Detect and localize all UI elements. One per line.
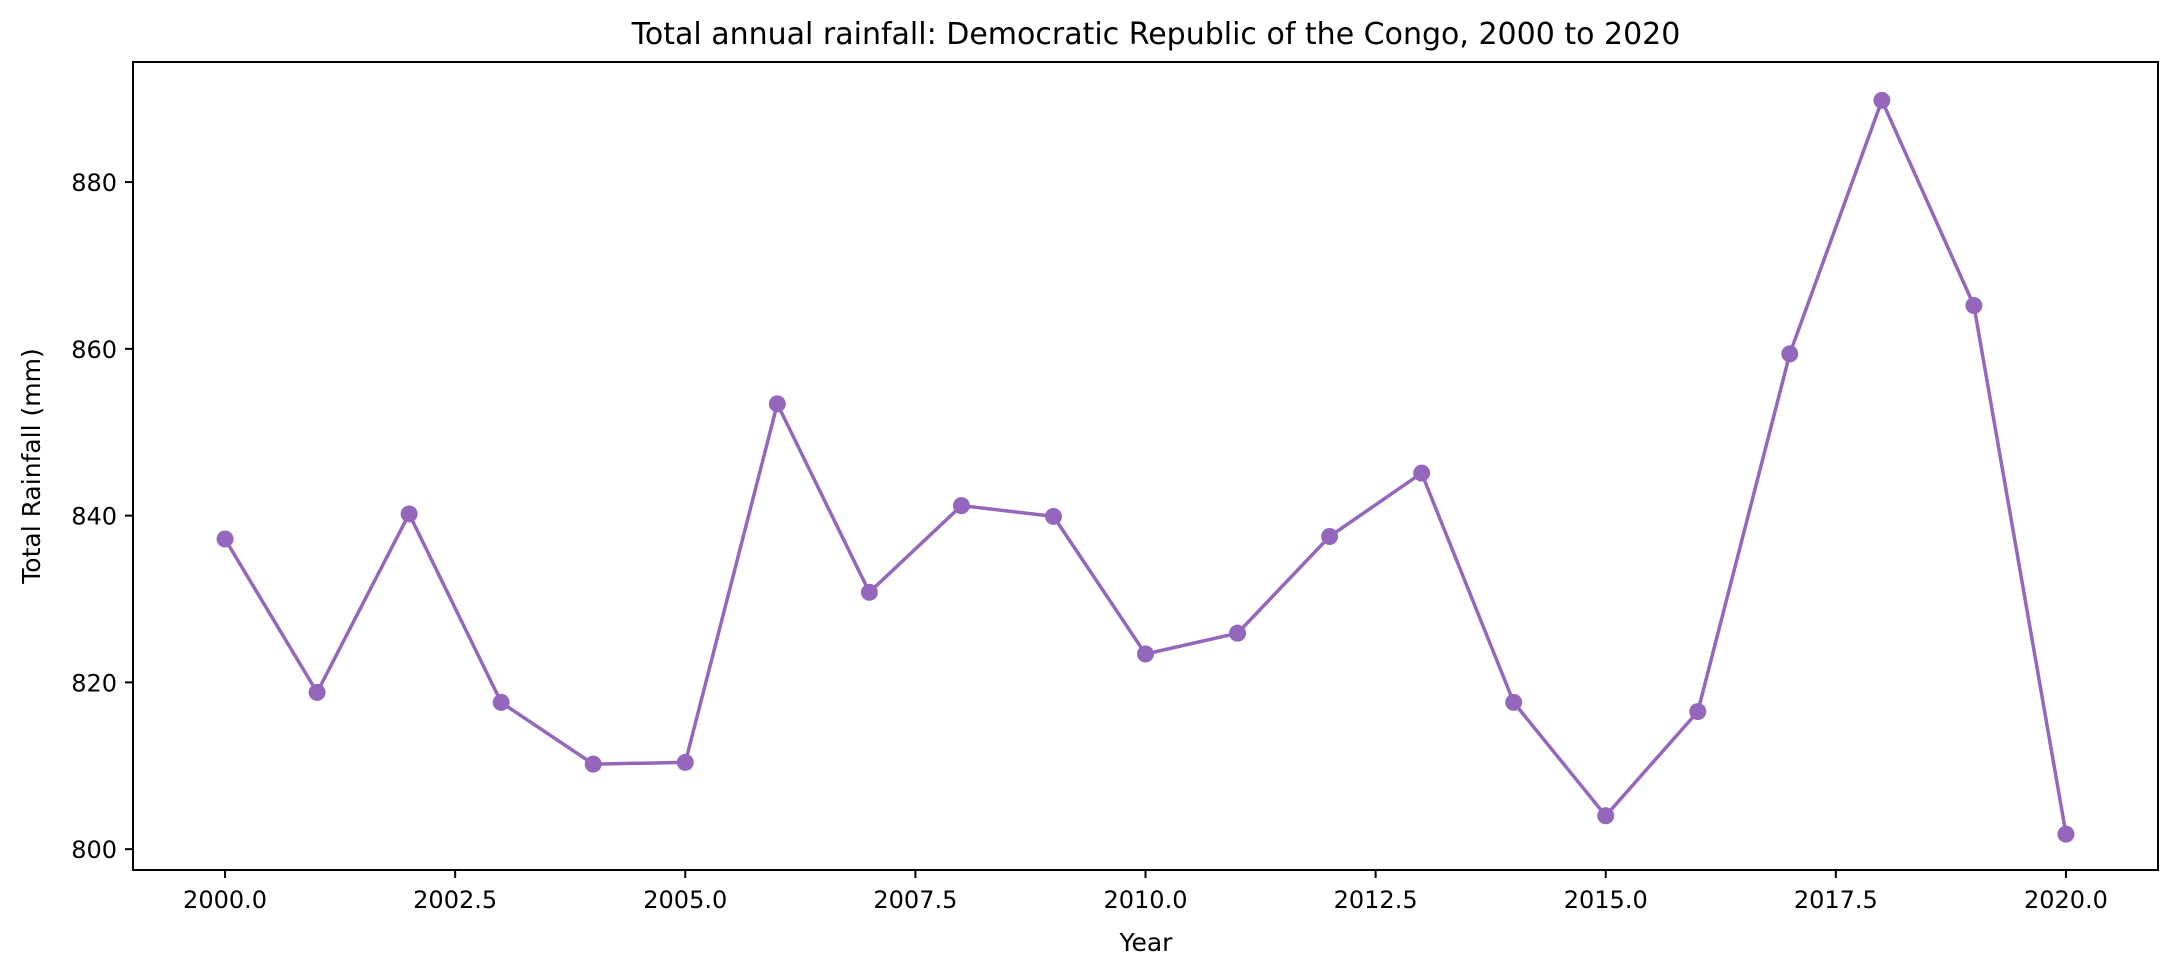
data-point xyxy=(1505,693,1523,711)
data-point xyxy=(768,395,786,413)
series-layer xyxy=(216,91,2075,843)
data-point xyxy=(584,755,602,773)
x-tick-label: 2002.5 xyxy=(413,886,497,914)
data-point xyxy=(308,683,326,701)
x-tick-label: 2005.0 xyxy=(643,886,727,914)
data-point xyxy=(1321,527,1339,545)
data-point xyxy=(1137,645,1154,663)
y-tick-label: 800 xyxy=(71,836,117,864)
data-point xyxy=(2057,825,2075,843)
data-point xyxy=(952,497,970,515)
x-tick-label: 2015.0 xyxy=(1564,886,1648,914)
data-point xyxy=(1229,624,1247,642)
data-point xyxy=(216,530,234,548)
chart-title: Total annual rainfall: Democratic Republ… xyxy=(631,17,1681,52)
x-axis: 2000.0 2002.5 2005.0 2007.5 2010.0 2012.5 2015… xyxy=(183,870,2108,914)
data-point xyxy=(1781,345,1799,363)
data-point xyxy=(1044,507,1062,525)
x-tick-label: 2000.0 xyxy=(183,886,267,914)
y-tick-label: 860 xyxy=(71,336,117,364)
x-tick-label: 2007.5 xyxy=(873,886,957,914)
y-axis: 800 820 840 860 880 xyxy=(71,169,133,864)
x-tick-label: 2012.5 xyxy=(1334,886,1418,914)
data-point xyxy=(860,583,878,601)
plot-area-frame xyxy=(132,61,2159,871)
data-point xyxy=(1689,703,1707,721)
y-tick-label: 820 xyxy=(71,669,117,697)
data-point xyxy=(1597,807,1615,825)
y-axis-label: Total Rainfall (mm) xyxy=(17,348,46,584)
data-point xyxy=(676,753,694,771)
x-tick-label: 2010.0 xyxy=(1104,886,1188,914)
data-point xyxy=(1873,91,1891,109)
x-tick-label: 2020.0 xyxy=(2024,886,2108,914)
y-tick-label: 880 xyxy=(71,169,117,197)
y-tick-label: 840 xyxy=(71,503,117,531)
series-line xyxy=(223,98,2068,836)
data-point xyxy=(1965,296,1983,314)
data-point xyxy=(1413,464,1431,482)
data-point xyxy=(492,693,510,711)
x-axis-label: Year xyxy=(1119,928,1174,957)
data-point xyxy=(400,505,418,523)
x-tick-label: 2017.5 xyxy=(1794,886,1878,914)
